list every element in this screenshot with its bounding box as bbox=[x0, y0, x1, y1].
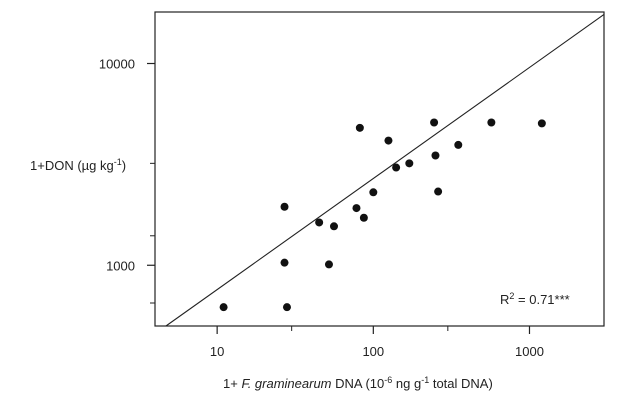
data-point bbox=[487, 118, 496, 127]
x-axis: 10 100 1000 bbox=[210, 326, 544, 359]
data-points bbox=[219, 118, 546, 312]
regression-line bbox=[165, 14, 605, 327]
data-point bbox=[384, 136, 393, 145]
y-tick-label: 10000 bbox=[99, 57, 135, 72]
plot-border bbox=[154, 11, 605, 327]
data-point bbox=[430, 118, 439, 127]
data-point bbox=[392, 163, 401, 172]
x-tick-label: 10 bbox=[210, 344, 224, 359]
plot-frame bbox=[154, 11, 605, 327]
data-point bbox=[280, 258, 289, 267]
data-point bbox=[280, 202, 289, 211]
data-point bbox=[405, 159, 414, 168]
data-point bbox=[454, 140, 463, 149]
data-point bbox=[219, 303, 228, 312]
data-point bbox=[355, 123, 364, 132]
x-tick-label: 100 bbox=[362, 344, 384, 359]
data-point bbox=[282, 303, 291, 312]
data-point bbox=[324, 260, 333, 269]
data-point bbox=[369, 188, 378, 197]
x-tick-label: 1000 bbox=[515, 344, 544, 359]
y-tick-label: 1000 bbox=[106, 258, 135, 273]
data-point bbox=[329, 222, 338, 231]
data-point bbox=[434, 187, 443, 196]
y-axis-label: 1+DON (µg kg-1) bbox=[30, 157, 126, 173]
r-squared-annotation: R2 = 0.71*** bbox=[500, 291, 570, 307]
data-point bbox=[431, 151, 440, 160]
y-axis: 1000 10000 bbox=[99, 57, 155, 304]
data-point bbox=[537, 119, 546, 128]
data-point bbox=[359, 213, 368, 222]
data-point bbox=[315, 218, 324, 227]
x-axis-label: 1+ F. graminearum DNA (10-6 ng g-1 total… bbox=[223, 375, 493, 391]
data-point bbox=[352, 204, 361, 213]
